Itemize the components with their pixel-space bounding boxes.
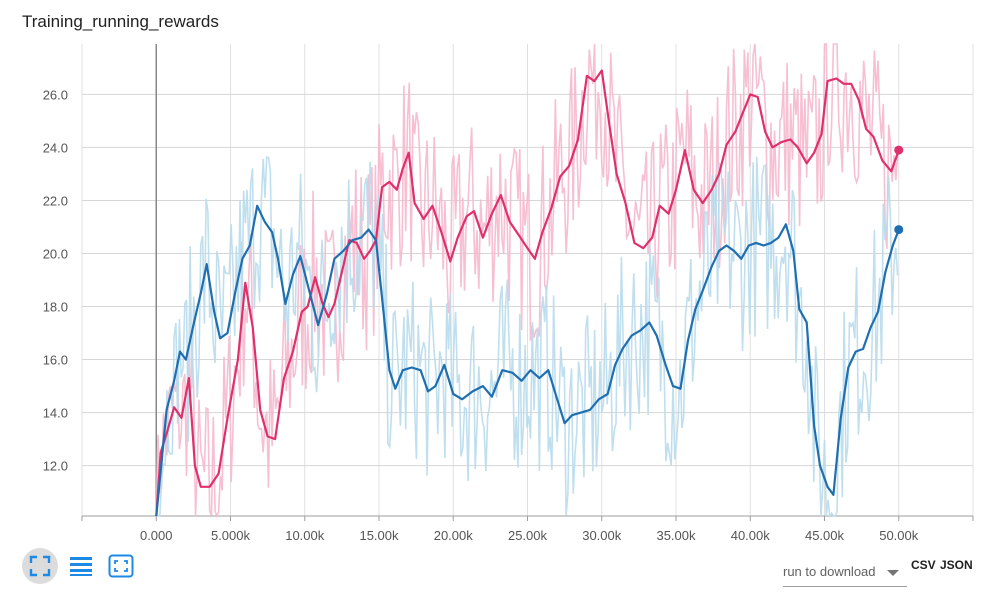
chart-axes: [81, 44, 974, 521]
y-tick-label: 12.0: [43, 459, 68, 474]
x-tick-label: 10.00k: [285, 528, 325, 543]
x-tick-label: 40.00k: [731, 528, 771, 543]
chevron-down-icon: [887, 570, 899, 576]
x-tick-label: 0.000: [140, 528, 173, 543]
y-tick-label: 14.0: [43, 406, 68, 421]
raw-series-line: [156, 156, 899, 519]
y-tick-label: 16.0: [43, 353, 68, 368]
y-tick-label: 22.0: [43, 193, 68, 208]
series-end-point: [894, 145, 904, 155]
fit-domain-button[interactable]: [22, 548, 58, 584]
lines-icon: [70, 557, 92, 576]
y-tick-label: 26.0: [43, 87, 68, 102]
json-download-link[interactable]: JSON: [940, 558, 973, 572]
smoothed-series-layer: [155, 69, 904, 517]
x-tick-label: 50.00k: [879, 528, 919, 543]
smoothed-series-line: [155, 204, 900, 517]
series-end-point: [894, 225, 904, 235]
fit-domain-icon: [29, 555, 51, 577]
toggle-log-scale-button[interactable]: [63, 548, 99, 584]
x-tick-label: 30.00k: [582, 528, 622, 543]
x-tick-label: 5.000k: [211, 528, 251, 543]
chart-title: Training_running_rewards: [22, 12, 219, 31]
x-tick-label: 25.00k: [508, 528, 548, 543]
csv-download-link[interactable]: CSV: [911, 558, 936, 572]
x-tick-label: 35.00k: [656, 528, 696, 543]
run-download-select[interactable]: run to download: [783, 560, 907, 587]
x-tick-label: 15.00k: [359, 528, 399, 543]
raw-series-layer: [155, 43, 899, 519]
y-tick-label: 24.0: [43, 140, 68, 155]
y-tick-label: 20.0: [43, 246, 68, 261]
y-tick-label: 18.0: [43, 300, 68, 315]
tick-labels: 0.000 5.000k 10.00k 15.00k 20.00k 25.00k 30.00…: [43, 87, 919, 543]
smoothed-series-line: [155, 69, 900, 517]
x-tick-label: 45.00k: [805, 528, 845, 543]
x-tick-label: 20.00k: [434, 528, 474, 543]
expand-icon: [108, 554, 134, 578]
expand-chart-button[interactable]: [103, 548, 139, 584]
run-download-label: run to download: [783, 564, 876, 579]
